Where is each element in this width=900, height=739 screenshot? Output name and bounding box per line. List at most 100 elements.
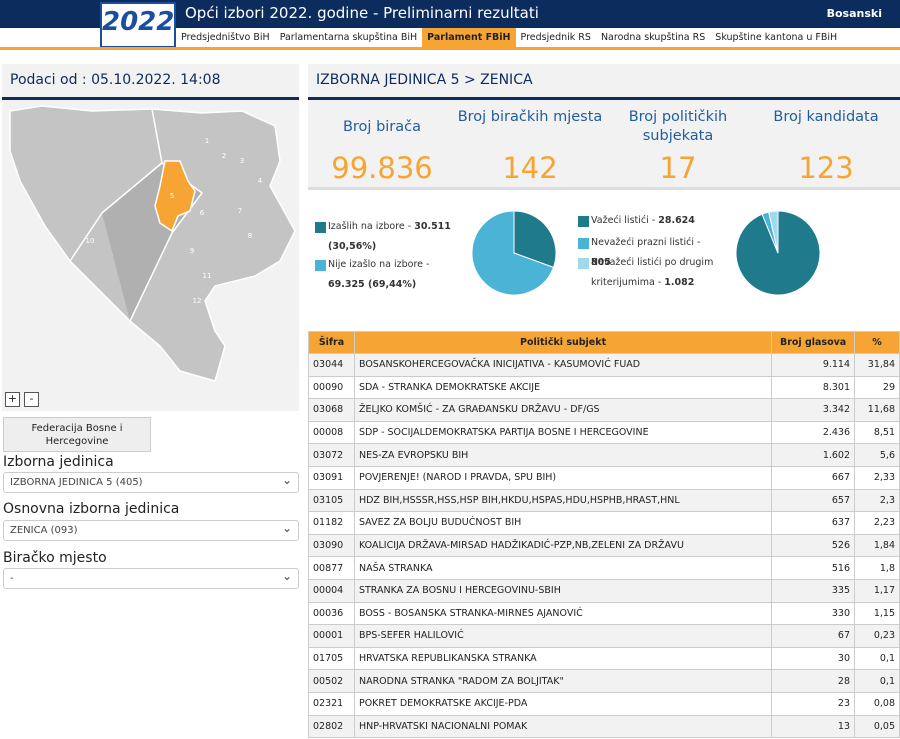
filter-label: Biračko mjesto <box>3 550 107 566</box>
table-cell: 02802 <box>308 714 355 739</box>
tab[interactable]: Narodna skupština RS <box>600 32 706 43</box>
table-cell: POVJERENJE! (NAROD I PRAVDA, SPU BIH) <box>353 465 773 490</box>
table-cell: HNP-HRVATSKI NACIONALNI POMAK <box>353 714 773 739</box>
table-cell: 8.301 <box>771 375 856 400</box>
table-row: 00090 SDA - STRANKA DEMOKRATSKE AKCIJE 8.3… <box>308 375 900 400</box>
table-cell: 23 <box>771 691 856 716</box>
table-cell: 657 <box>771 488 856 513</box>
legend-value: 69.325 (69,44%) <box>328 279 417 290</box>
table-row: 03068 ŽELJKO KOMŠIĆ - ZA GRAĐANSKU DRŽAVU… <box>308 398 900 422</box>
legend-entry: Izašlih na izbore - 30.511 (30,56%) <box>328 217 453 257</box>
map-selected-region[interactable] <box>154 160 196 233</box>
table-cell: NARODNA STRANKA "RADOM ZA BOLJITAK" <box>353 669 773 693</box>
table-cell: HDZ BIH,HSSSR,HSS,HSP BIH,HKDU,HSPAS,HDU… <box>353 488 773 513</box>
map-label: 12 <box>193 297 202 305</box>
column-header: Broj glasova <box>771 331 856 354</box>
table-cell: HRVATSKA REPUBLIKANSKA STRANKA <box>353 646 773 671</box>
stat-label: Broj kandidata <box>773 109 879 125</box>
legend-swatch <box>578 216 589 227</box>
table-cell: 5,6 <box>854 443 900 467</box>
table-cell: 516 <box>771 556 856 580</box>
stat-label: Broj biračkih mjesta <box>457 109 603 125</box>
map-label: 11 <box>203 272 212 280</box>
table-cell: 03072 <box>308 443 355 467</box>
legend-swatch <box>315 222 326 233</box>
legend-value: 28.624 <box>658 215 695 226</box>
table-cell: 1,17 <box>854 578 900 603</box>
table-cell: 8,51 <box>854 420 900 445</box>
logo[interactable]: 2022 <box>100 2 176 48</box>
table-cell: 2,23 <box>854 511 900 535</box>
table-cell: 9.114 <box>771 353 856 377</box>
stat-value: 142 <box>502 151 558 185</box>
table-cell: 11,68 <box>854 398 900 422</box>
table-cell: 67 <box>771 624 856 648</box>
table-cell: 667 <box>771 465 856 490</box>
filter-select[interactable]: - <box>3 568 299 589</box>
table-cell: SDA - STRANKA DEMOKRATSKE AKCIJE <box>353 375 773 400</box>
table-cell: 0,05 <box>854 714 900 739</box>
column-header: % <box>854 331 900 354</box>
map-label: 1 <box>205 137 209 145</box>
stat-value: 123 <box>798 151 854 185</box>
map-label: 7 <box>238 207 242 215</box>
table-cell: 28 <box>771 669 856 693</box>
table-cell: 00001 <box>308 624 355 648</box>
table-cell: 1,15 <box>854 601 900 626</box>
entity-button[interactable]: Federacija Bosne i Hercegovine <box>3 417 151 452</box>
table-cell: 30 <box>771 646 856 671</box>
table-row: 00877 NAŠA STRANKA 516 1,8 <box>308 556 900 580</box>
map-label: 8 <box>248 232 252 240</box>
table-cell: NES-ZA EVROPSKU BIH <box>353 443 773 467</box>
tab[interactable]: Predsjednik RS <box>520 32 591 43</box>
legend-entry: Važeći listići - 28.624 <box>591 211 721 231</box>
table-cell: POKRET DEMOKRATSKE AKCIJE-PDA <box>353 691 773 716</box>
map-label: 2 <box>222 152 226 160</box>
table-cell: 00008 <box>308 420 355 445</box>
pie-slice <box>768 210 779 254</box>
map-label: 3 <box>240 157 244 165</box>
zoom-out[interactable]: - <box>24 392 39 407</box>
map-label: 4 <box>258 177 263 185</box>
tab[interactable]: Parlament FBiH <box>422 28 516 47</box>
table-row: 01705 HRVATSKA REPUBLIKANSKA STRANKA 30 0,1 <box>308 646 900 671</box>
table-cell: 00502 <box>308 669 355 693</box>
divider <box>308 187 900 190</box>
zoom-in[interactable]: + <box>5 392 20 407</box>
filter-select[interactable]: IZBORNA JEDINICA 5 (405) <box>3 472 299 493</box>
column-header: Politički subjekt <box>353 331 773 354</box>
legend-swatch <box>578 238 589 249</box>
table-cell: 29 <box>854 375 900 400</box>
stat-label: Broj političkih subjekata <box>628 109 728 144</box>
legend-label: Važeći listići - <box>591 215 656 226</box>
tab[interactable]: Skupštine kantona u FBiH <box>715 32 838 43</box>
map-label: 9 <box>190 247 194 255</box>
table-header: Šifra Politički subjekt Broj glasova% <box>308 331 900 354</box>
legend-value: 1.082 <box>664 277 695 288</box>
table-cell: 01182 <box>308 511 355 535</box>
table-cell: 526 <box>771 533 856 558</box>
stat-value: 99.836 <box>331 151 433 185</box>
filter-select[interactable]: ZENICA (093) <box>3 520 299 541</box>
table-cell: BOSANSKOHERCEGOVAČKA INICIJATIVA - KASUM… <box>353 353 773 377</box>
legend-entry: Nevažeći prazni listići - 805 <box>591 233 721 273</box>
table-cell: 1.602 <box>771 443 856 467</box>
table-row: 03105 HDZ BIH,HSSSR,HSS,HSP BIH,HKDU,HSPA… <box>308 488 900 513</box>
tab[interactable]: Predsjedništvo BiH <box>181 32 270 43</box>
tab[interactable]: Parlamentarna skupština BiH <box>279 32 418 43</box>
heading: IZBORNA JEDINICA 5 > ZENICA <box>308 64 900 100</box>
table-cell: 0,1 <box>854 669 900 693</box>
legend-label: Nevažeći prazni listići - <box>591 237 701 248</box>
legend-value: 30.511 (30,56%) <box>328 221 451 252</box>
stat-label: Broj birača <box>342 119 422 135</box>
pie-slice <box>471 210 555 296</box>
pie-slice <box>513 210 557 269</box>
table-row: 03044 BOSANSKOHERCEGOVAČKA INICIJATIVA - … <box>308 353 900 377</box>
table-cell: 3.342 <box>771 398 856 422</box>
tabs: Predsjedništvo BiH Parlamentarna skupštin… <box>176 28 843 47</box>
language[interactable]: Bosanski <box>826 7 882 20</box>
table-row: 00036 BOSS - BOSANSKA STRANKA-MIRNES AJAN… <box>308 601 900 626</box>
